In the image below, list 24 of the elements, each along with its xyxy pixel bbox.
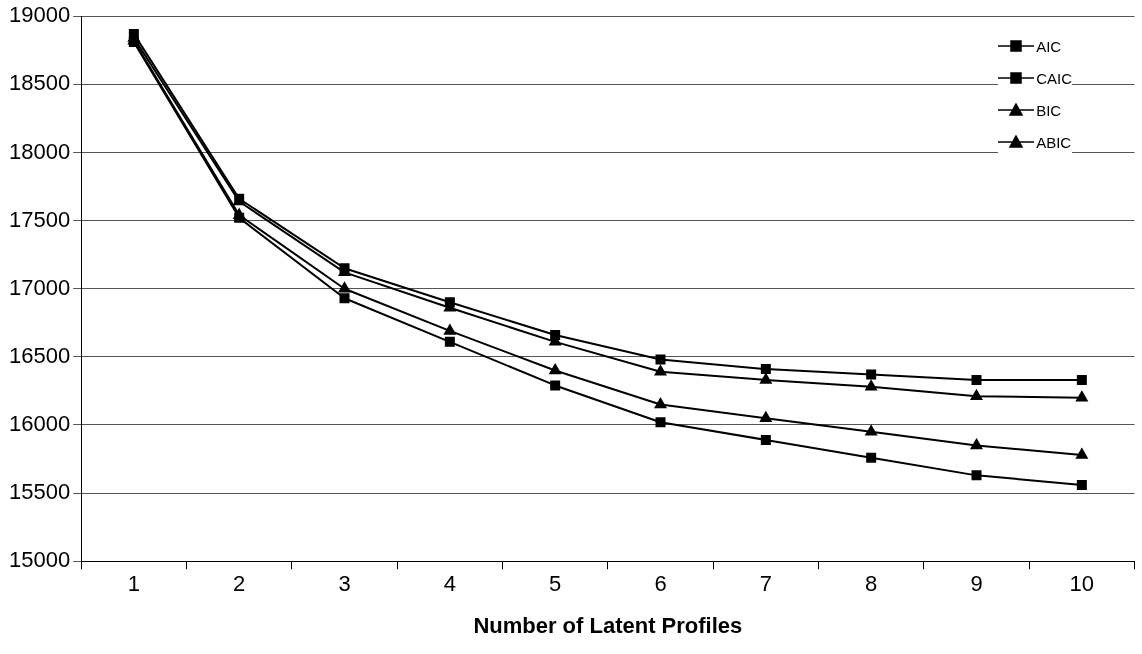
x-tick-label: 9 bbox=[970, 571, 983, 597]
y-tick-label: 17000 bbox=[8, 274, 71, 300]
x-tick-label: 8 bbox=[865, 571, 878, 597]
y-tick-label: 15500 bbox=[8, 479, 71, 505]
y-tick-label: 16000 bbox=[8, 411, 71, 437]
y-tick-label: 17500 bbox=[8, 206, 71, 232]
x-tick-label: 6 bbox=[654, 571, 667, 597]
x-axis-title: Number of Latent Profiles bbox=[473, 612, 743, 638]
x-tick-label: 2 bbox=[233, 571, 246, 597]
y-tick-label: 18500 bbox=[8, 70, 71, 96]
x-tick-label: 3 bbox=[338, 571, 351, 597]
y-tick-label: 16500 bbox=[8, 342, 71, 368]
legend-label: BIC bbox=[1036, 101, 1062, 119]
y-tick-label: 15000 bbox=[8, 547, 71, 573]
legend-label: CAIC bbox=[1036, 69, 1072, 87]
x-tick-label: 4 bbox=[443, 571, 456, 597]
x-tick-label: 5 bbox=[549, 571, 562, 597]
x-tick-label: 7 bbox=[759, 571, 772, 597]
legend-label: AIC bbox=[1036, 37, 1062, 55]
x-tick-label: 10 bbox=[1069, 571, 1095, 597]
y-tick-label: 18000 bbox=[8, 138, 71, 164]
legend-label: ABIC bbox=[1036, 133, 1072, 151]
x-tick-label: 1 bbox=[127, 571, 140, 597]
y-tick-label: 19000 bbox=[8, 2, 71, 28]
